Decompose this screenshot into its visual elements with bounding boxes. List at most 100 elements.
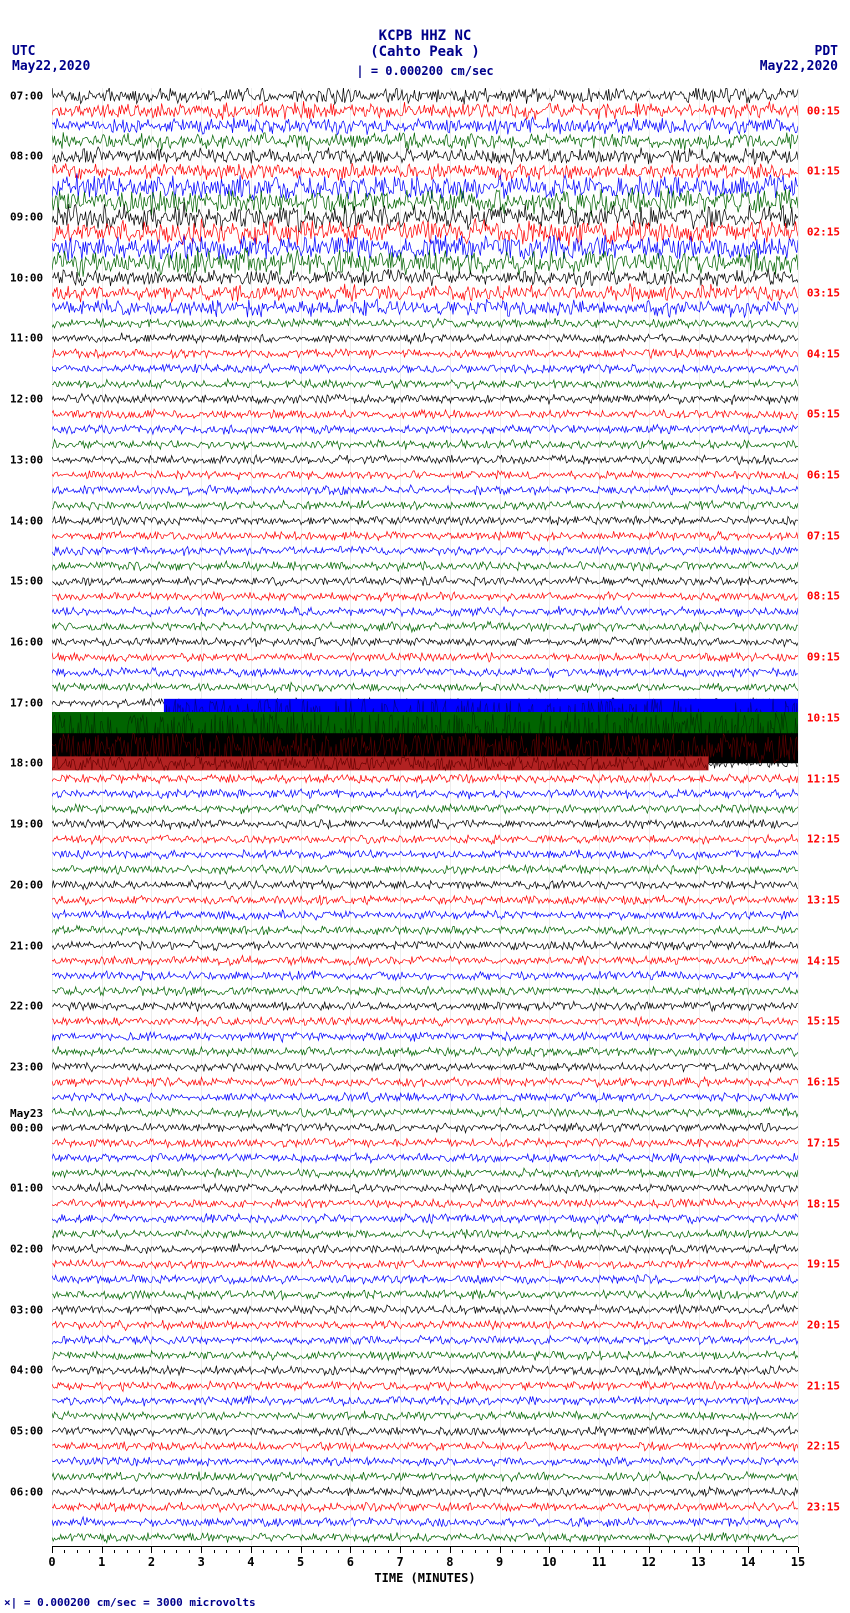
trace [52, 333, 798, 344]
x-tick-minor [263, 1550, 264, 1553]
trace [52, 1381, 798, 1392]
hour-label-right: 08:15 [807, 590, 840, 603]
x-tick-minor [624, 1550, 625, 1553]
hour-label-right: 19:15 [807, 1258, 840, 1271]
x-tick-minor [674, 1550, 675, 1553]
x-tick-minor [239, 1550, 240, 1553]
trace [52, 163, 798, 181]
x-tick [301, 1547, 302, 1553]
x-tick-minor [89, 1550, 90, 1553]
x-tick-minor [338, 1550, 339, 1553]
hour-label-right: 12:15 [807, 833, 840, 846]
x-tick-label: 3 [198, 1555, 205, 1569]
trace [52, 895, 798, 905]
trace [52, 865, 798, 875]
x-tick [52, 1547, 53, 1553]
trace [52, 819, 798, 830]
x-tick-minor [723, 1550, 724, 1553]
hour-label-left: 17:00 [10, 696, 43, 709]
trace [52, 531, 798, 541]
trace [52, 546, 798, 556]
x-tick-minor [139, 1550, 140, 1553]
x-tick-minor [64, 1550, 65, 1553]
hour-label-right: 13:15 [807, 893, 840, 906]
hour-label-right: 07:15 [807, 529, 840, 542]
gridline [798, 88, 799, 1545]
header: KCPB HHZ NC (Cahto Peak ) | = 0.000200 c… [0, 0, 850, 78]
trace [52, 88, 798, 104]
trace [52, 485, 798, 495]
trace [52, 1275, 798, 1285]
hour-label-left: 21:00 [10, 939, 43, 952]
hour-label-left: 19:00 [10, 818, 43, 831]
trace [52, 299, 798, 317]
trace [52, 1396, 798, 1406]
x-tick-minor [475, 1550, 476, 1553]
x-tick-label: 15 [791, 1555, 805, 1569]
hour-label-left: 05:00 [10, 1425, 43, 1438]
hour-label-right: 22:15 [807, 1440, 840, 1453]
x-tick-label: 2 [148, 1555, 155, 1569]
x-tick-minor [736, 1550, 737, 1553]
trace [52, 956, 798, 966]
station-name: KCPB HHZ NC [0, 28, 850, 44]
footer-scale: ×| = 0.000200 cm/sec = 3000 microvolts [4, 1596, 256, 1609]
hour-label-left: 11:00 [10, 332, 43, 345]
seismogram-svg [52, 88, 798, 1545]
trace [52, 1336, 798, 1345]
hour-label-left: 23:00 [10, 1060, 43, 1073]
trace [52, 622, 798, 633]
trace [52, 1016, 798, 1026]
hour-label-left: 13:00 [10, 453, 43, 466]
x-tick [151, 1547, 152, 1553]
x-tick-minor [176, 1550, 177, 1553]
x-tick-minor [276, 1550, 277, 1553]
x-tick [251, 1547, 252, 1553]
hour-label-left: 00:00 [10, 1121, 43, 1134]
hour-label-left: 15:00 [10, 575, 43, 588]
hour-label-right: 21:15 [807, 1379, 840, 1392]
x-axis: TIME (MINUTES) 0123456789101112131415 [52, 1547, 798, 1577]
trace [52, 1517, 798, 1527]
trace [52, 637, 798, 647]
x-tick-minor [487, 1550, 488, 1553]
tz-right-date: May22,2020 [760, 59, 838, 74]
x-tick [400, 1547, 401, 1553]
hour-label-left: 04:00 [10, 1364, 43, 1377]
trace [52, 1366, 798, 1376]
scale-text: = 0.000200 cm/sec [364, 64, 494, 78]
event-block [52, 756, 708, 770]
x-tick-minor [413, 1550, 414, 1553]
trace [52, 789, 798, 799]
trace [52, 132, 798, 151]
hour-label-left: 20:00 [10, 878, 43, 891]
x-tick-minor [77, 1550, 78, 1553]
trace [52, 1199, 798, 1208]
x-tick-minor [313, 1550, 314, 1553]
x-tick-minor [425, 1550, 426, 1553]
x-tick-minor [686, 1550, 687, 1553]
hour-label-right: 00:15 [807, 104, 840, 117]
hour-label-right: 18:15 [807, 1197, 840, 1210]
x-tick-minor [164, 1550, 165, 1553]
trace [52, 682, 798, 692]
hour-label-right: 14:15 [807, 954, 840, 967]
trace [52, 971, 798, 981]
hour-label-left: 14:00 [10, 514, 43, 527]
hour-label-right: 15:15 [807, 1015, 840, 1028]
timezone-right: PDT May22,2020 [760, 44, 838, 74]
trace [52, 940, 798, 950]
trace [52, 1532, 798, 1542]
hour-label-right: 01:15 [807, 165, 840, 178]
x-axis-line [52, 1546, 798, 1547]
hour-label-left: 16:00 [10, 635, 43, 648]
hour-label-left: 22:00 [10, 1000, 43, 1013]
location-name: (Cahto Peak ) [0, 44, 850, 60]
hour-label-right: 20:15 [807, 1318, 840, 1331]
trace [52, 1243, 798, 1254]
x-tick [102, 1547, 103, 1553]
trace [52, 1213, 798, 1223]
hour-label-left: 08:00 [10, 150, 43, 163]
x-tick-minor [127, 1550, 128, 1553]
plot-area: 07:0000:1508:0001:1509:0002:1510:0003:15… [52, 88, 798, 1545]
